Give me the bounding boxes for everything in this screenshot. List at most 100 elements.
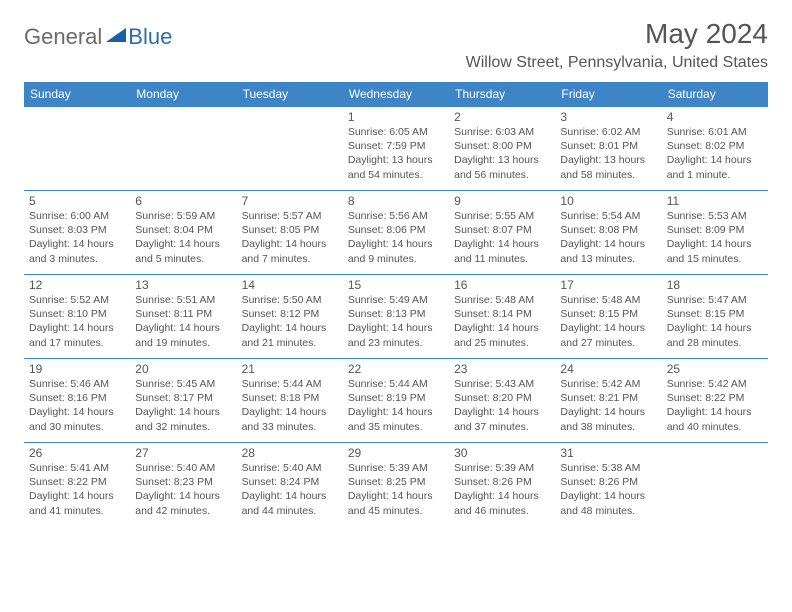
day-cell: 13Sunrise: 5:51 AMSunset: 8:11 PMDayligh… [130,275,236,359]
day-info: Sunrise: 5:49 AMSunset: 8:13 PMDaylight:… [348,293,444,350]
day-info: Sunrise: 5:52 AMSunset: 8:10 PMDaylight:… [29,293,125,350]
day-number: 22 [348,362,444,376]
day-cell: 20Sunrise: 5:45 AMSunset: 8:17 PMDayligh… [130,359,236,443]
day-header: Saturday [662,82,768,107]
day-number: 30 [454,446,550,460]
day-cell: 31Sunrise: 5:38 AMSunset: 8:26 PMDayligh… [555,443,661,527]
week-row: 1Sunrise: 6:05 AMSunset: 7:59 PMDaylight… [24,107,768,191]
day-cell [130,107,236,191]
day-cell: 25Sunrise: 5:42 AMSunset: 8:22 PMDayligh… [662,359,768,443]
day-info: Sunrise: 5:47 AMSunset: 8:15 PMDaylight:… [667,293,763,350]
day-number: 21 [242,362,338,376]
day-number: 31 [560,446,656,460]
day-info: Sunrise: 5:44 AMSunset: 8:18 PMDaylight:… [242,377,338,434]
day-info: Sunrise: 5:40 AMSunset: 8:23 PMDaylight:… [135,461,231,518]
day-number: 24 [560,362,656,376]
day-header-row: SundayMondayTuesdayWednesdayThursdayFrid… [24,82,768,107]
day-info: Sunrise: 5:45 AMSunset: 8:17 PMDaylight:… [135,377,231,434]
day-cell: 12Sunrise: 5:52 AMSunset: 8:10 PMDayligh… [24,275,130,359]
day-number: 5 [29,194,125,208]
calendar-page: General Blue May 2024 Willow Street, Pen… [0,0,792,541]
calendar-body: 1Sunrise: 6:05 AMSunset: 7:59 PMDaylight… [24,107,768,527]
day-cell: 14Sunrise: 5:50 AMSunset: 8:12 PMDayligh… [237,275,343,359]
day-info: Sunrise: 5:51 AMSunset: 8:11 PMDaylight:… [135,293,231,350]
day-cell: 29Sunrise: 5:39 AMSunset: 8:25 PMDayligh… [343,443,449,527]
day-cell: 11Sunrise: 5:53 AMSunset: 8:09 PMDayligh… [662,191,768,275]
day-info: Sunrise: 5:46 AMSunset: 8:16 PMDaylight:… [29,377,125,434]
day-info: Sunrise: 5:42 AMSunset: 8:22 PMDaylight:… [667,377,763,434]
day-cell: 10Sunrise: 5:54 AMSunset: 8:08 PMDayligh… [555,191,661,275]
day-number: 27 [135,446,231,460]
day-number: 19 [29,362,125,376]
day-header: Monday [130,82,236,107]
day-number: 14 [242,278,338,292]
day-cell: 23Sunrise: 5:43 AMSunset: 8:20 PMDayligh… [449,359,555,443]
week-row: 26Sunrise: 5:41 AMSunset: 8:22 PMDayligh… [24,443,768,527]
brand-part2: Blue [128,24,172,50]
day-cell: 1Sunrise: 6:05 AMSunset: 7:59 PMDaylight… [343,107,449,191]
day-number: 15 [348,278,444,292]
day-number: 25 [667,362,763,376]
day-header: Tuesday [237,82,343,107]
day-number: 7 [242,194,338,208]
day-number: 12 [29,278,125,292]
day-cell: 4Sunrise: 6:01 AMSunset: 8:02 PMDaylight… [662,107,768,191]
day-info: Sunrise: 5:43 AMSunset: 8:20 PMDaylight:… [454,377,550,434]
brand-part1: General [24,24,102,50]
day-number: 17 [560,278,656,292]
day-cell: 18Sunrise: 5:47 AMSunset: 8:15 PMDayligh… [662,275,768,359]
day-info: Sunrise: 5:40 AMSunset: 8:24 PMDaylight:… [242,461,338,518]
day-number: 6 [135,194,231,208]
day-info: Sunrise: 5:56 AMSunset: 8:06 PMDaylight:… [348,209,444,266]
day-info: Sunrise: 5:39 AMSunset: 8:26 PMDaylight:… [454,461,550,518]
title-block: May 2024 Willow Street, Pennsylvania, Un… [466,18,768,72]
day-info: Sunrise: 6:01 AMSunset: 8:02 PMDaylight:… [667,125,763,182]
day-cell: 3Sunrise: 6:02 AMSunset: 8:01 PMDaylight… [555,107,661,191]
day-number: 8 [348,194,444,208]
day-cell: 6Sunrise: 5:59 AMSunset: 8:04 PMDaylight… [130,191,236,275]
day-info: Sunrise: 5:59 AMSunset: 8:04 PMDaylight:… [135,209,231,266]
day-number: 4 [667,110,763,124]
location-text: Willow Street, Pennsylvania, United Stat… [466,54,768,72]
week-row: 19Sunrise: 5:46 AMSunset: 8:16 PMDayligh… [24,359,768,443]
brand-logo: General Blue [24,24,172,50]
day-number: 18 [667,278,763,292]
day-info: Sunrise: 5:38 AMSunset: 8:26 PMDaylight:… [560,461,656,518]
day-info: Sunrise: 5:42 AMSunset: 8:21 PMDaylight:… [560,377,656,434]
day-cell: 28Sunrise: 5:40 AMSunset: 8:24 PMDayligh… [237,443,343,527]
day-number: 2 [454,110,550,124]
day-info: Sunrise: 6:03 AMSunset: 8:00 PMDaylight:… [454,125,550,182]
day-info: Sunrise: 6:05 AMSunset: 7:59 PMDaylight:… [348,125,444,182]
month-title: May 2024 [466,18,768,50]
week-row: 12Sunrise: 5:52 AMSunset: 8:10 PMDayligh… [24,275,768,359]
day-cell: 15Sunrise: 5:49 AMSunset: 8:13 PMDayligh… [343,275,449,359]
day-number: 16 [454,278,550,292]
day-header: Friday [555,82,661,107]
day-number: 3 [560,110,656,124]
day-cell [237,107,343,191]
day-cell: 22Sunrise: 5:44 AMSunset: 8:19 PMDayligh… [343,359,449,443]
day-cell [662,443,768,527]
day-header: Wednesday [343,82,449,107]
day-info: Sunrise: 5:48 AMSunset: 8:14 PMDaylight:… [454,293,550,350]
day-info: Sunrise: 5:39 AMSunset: 8:25 PMDaylight:… [348,461,444,518]
day-cell: 5Sunrise: 6:00 AMSunset: 8:03 PMDaylight… [24,191,130,275]
day-cell: 27Sunrise: 5:40 AMSunset: 8:23 PMDayligh… [130,443,236,527]
day-info: Sunrise: 5:55 AMSunset: 8:07 PMDaylight:… [454,209,550,266]
day-cell: 24Sunrise: 5:42 AMSunset: 8:21 PMDayligh… [555,359,661,443]
day-cell: 21Sunrise: 5:44 AMSunset: 8:18 PMDayligh… [237,359,343,443]
day-info: Sunrise: 5:57 AMSunset: 8:05 PMDaylight:… [242,209,338,266]
day-cell: 7Sunrise: 5:57 AMSunset: 8:05 PMDaylight… [237,191,343,275]
day-number: 1 [348,110,444,124]
day-info: Sunrise: 5:54 AMSunset: 8:08 PMDaylight:… [560,209,656,266]
day-cell: 19Sunrise: 5:46 AMSunset: 8:16 PMDayligh… [24,359,130,443]
day-info: Sunrise: 6:02 AMSunset: 8:01 PMDaylight:… [560,125,656,182]
day-cell: 16Sunrise: 5:48 AMSunset: 8:14 PMDayligh… [449,275,555,359]
day-cell [24,107,130,191]
day-header: Sunday [24,82,130,107]
day-cell: 17Sunrise: 5:48 AMSunset: 8:15 PMDayligh… [555,275,661,359]
day-cell: 26Sunrise: 5:41 AMSunset: 8:22 PMDayligh… [24,443,130,527]
day-number: 10 [560,194,656,208]
day-info: Sunrise: 5:41 AMSunset: 8:22 PMDaylight:… [29,461,125,518]
day-info: Sunrise: 5:48 AMSunset: 8:15 PMDaylight:… [560,293,656,350]
